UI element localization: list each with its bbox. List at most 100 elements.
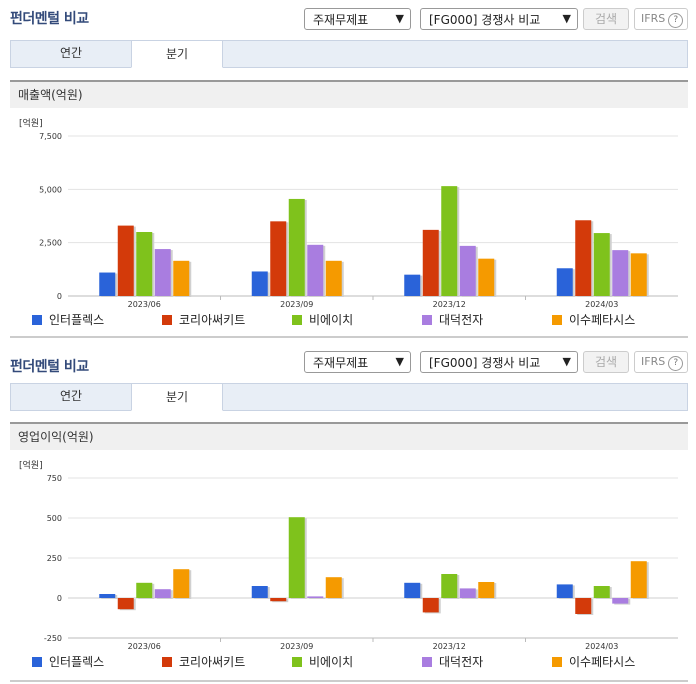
statement-type-select[interactable]: 주재무제표 ▼ bbox=[304, 8, 411, 30]
bar[interactable] bbox=[422, 229, 439, 296]
bar[interactable] bbox=[288, 517, 305, 598]
bar[interactable] bbox=[136, 582, 153, 598]
sales-bar-chart: [억원] 0 2,500 5,000 7,500 2023/06 2023/09 2023/1… bbox=[19, 117, 678, 327]
bar[interactable] bbox=[288, 198, 305, 296]
bar[interactable] bbox=[612, 250, 629, 296]
y-tick-label: 500 bbox=[47, 514, 62, 523]
legend-label[interactable]: 코리아써키트 bbox=[179, 655, 245, 669]
bar[interactable] bbox=[459, 588, 476, 598]
legend-swatch bbox=[552, 315, 562, 325]
period-tabs: 연간 분기 bbox=[10, 383, 688, 411]
bar[interactable] bbox=[307, 596, 324, 598]
legend-swatch bbox=[32, 315, 42, 325]
y-tick-label: -250 bbox=[44, 634, 62, 643]
ifrs-help-button[interactable]: IFRS? bbox=[634, 351, 688, 373]
search-button[interactable]: 검색 bbox=[583, 351, 629, 373]
y-tick-label: 0 bbox=[57, 594, 62, 603]
bar[interactable] bbox=[270, 598, 287, 602]
bar[interactable] bbox=[593, 586, 610, 598]
divider bbox=[10, 336, 688, 338]
bar[interactable] bbox=[575, 598, 592, 614]
bar[interactable] bbox=[441, 574, 458, 598]
ifrs-label: IFRS bbox=[641, 355, 666, 368]
bar[interactable] bbox=[404, 582, 421, 598]
bar[interactable] bbox=[593, 233, 610, 296]
bar[interactable] bbox=[251, 586, 268, 598]
y-tick-label: 7,500 bbox=[39, 132, 62, 141]
ifrs-help-button[interactable]: IFRS? bbox=[634, 8, 688, 30]
bar[interactable] bbox=[117, 225, 134, 296]
chevron-down-icon: ▼ bbox=[562, 355, 571, 368]
bar[interactable] bbox=[154, 589, 171, 598]
legend-label[interactable]: 비에이치 bbox=[309, 313, 353, 327]
bar[interactable] bbox=[325, 577, 342, 598]
bar[interactable] bbox=[459, 245, 476, 296]
tab-annual[interactable]: 연간 bbox=[59, 389, 83, 403]
legend-label[interactable]: 이수페타시스 bbox=[569, 313, 635, 327]
chart-panel-title: 매출액(억원) bbox=[10, 80, 688, 108]
legend-swatch bbox=[422, 315, 432, 325]
bar[interactable] bbox=[307, 244, 324, 296]
ifrs-label: IFRS bbox=[641, 12, 666, 25]
question-icon: ? bbox=[668, 356, 684, 371]
statement-type-value: 주재무제표 bbox=[313, 356, 369, 370]
legend-label[interactable]: 인터플렉스 bbox=[49, 655, 104, 669]
x-tick-label: 2023/09 bbox=[280, 300, 313, 309]
legend-label[interactable]: 대덕전자 bbox=[439, 313, 483, 327]
legend-swatch bbox=[162, 657, 172, 667]
chevron-down-icon: ▼ bbox=[562, 12, 571, 25]
bar[interactable] bbox=[117, 598, 134, 610]
chevron-down-icon: ▼ bbox=[395, 12, 404, 25]
bar[interactable] bbox=[173, 569, 190, 598]
fundamental-section-sales: 펀더멘털 비교 주재무제표 ▼ [FG000] 경쟁사 비교 ▼ 검색 IFRS? … bbox=[10, 8, 688, 338]
fundamental-section-operating-profit: 펀더멘털 비교 주재무제표 ▼ [FG000] 경쟁사 비교 ▼ 검색 IFRS? … bbox=[0, 342, 696, 684]
tab-quarterly[interactable]: 분기 bbox=[131, 383, 223, 411]
legend-label[interactable]: 대덕전자 bbox=[439, 655, 483, 669]
search-button[interactable]: 검색 bbox=[583, 8, 629, 30]
tab-quarterly[interactable]: 분기 bbox=[131, 40, 223, 68]
statement-type-select[interactable]: 주재무제표 ▼ bbox=[304, 351, 411, 373]
bar[interactable] bbox=[173, 260, 190, 296]
tab-annual[interactable]: 연간 bbox=[59, 46, 83, 60]
peer-group-select[interactable]: [FG000] 경쟁사 비교 ▼ bbox=[420, 8, 578, 30]
bar[interactable] bbox=[270, 221, 287, 296]
chart-panel-title: 영업이익(억원) bbox=[10, 422, 688, 450]
bar[interactable] bbox=[478, 258, 495, 296]
bar[interactable] bbox=[99, 594, 116, 598]
bar[interactable] bbox=[404, 274, 421, 296]
x-tick-label: 2023/09 bbox=[280, 642, 313, 651]
legend-swatch bbox=[32, 657, 42, 667]
x-tick-label: 2023/06 bbox=[128, 300, 161, 309]
section-title: 펀더멘털 비교 bbox=[10, 359, 89, 375]
bar[interactable] bbox=[612, 598, 629, 604]
x-tick-label: 2024/03 bbox=[585, 642, 618, 651]
period-tabs: 연간 분기 bbox=[10, 40, 688, 68]
operating-profit-bar-chart: [억원] -250 0 250 500 750 2023/06 2023/09 2023/12 2… bbox=[19, 459, 678, 669]
bar-shadow bbox=[309, 597, 326, 599]
bar[interactable] bbox=[325, 260, 342, 296]
bar[interactable] bbox=[575, 220, 592, 296]
legend-swatch bbox=[292, 315, 302, 325]
bar[interactable] bbox=[630, 253, 647, 296]
bar[interactable] bbox=[99, 272, 116, 296]
y-tick-label: 750 bbox=[47, 474, 62, 483]
chevron-down-icon: ▼ bbox=[395, 355, 404, 368]
legend-swatch bbox=[162, 315, 172, 325]
bar[interactable] bbox=[422, 598, 439, 613]
legend-label[interactable]: 이수페타시스 bbox=[569, 655, 635, 669]
bar[interactable] bbox=[556, 268, 573, 296]
legend-swatch bbox=[422, 657, 432, 667]
legend-label[interactable]: 인터플렉스 bbox=[49, 313, 104, 327]
x-tick-label: 2024/03 bbox=[585, 300, 618, 309]
bar[interactable] bbox=[251, 271, 268, 296]
unit-label: [억원] bbox=[19, 117, 43, 129]
peer-group-select[interactable]: [FG000] 경쟁사 비교 ▼ bbox=[420, 351, 578, 373]
bar[interactable] bbox=[630, 561, 647, 598]
bar[interactable] bbox=[478, 582, 495, 598]
legend-label[interactable]: 코리아써키트 bbox=[179, 313, 245, 327]
legend-label[interactable]: 비에이치 bbox=[309, 655, 353, 669]
bar[interactable] bbox=[441, 186, 458, 296]
bar[interactable] bbox=[136, 232, 153, 296]
bar[interactable] bbox=[154, 249, 171, 296]
bar[interactable] bbox=[556, 584, 573, 598]
